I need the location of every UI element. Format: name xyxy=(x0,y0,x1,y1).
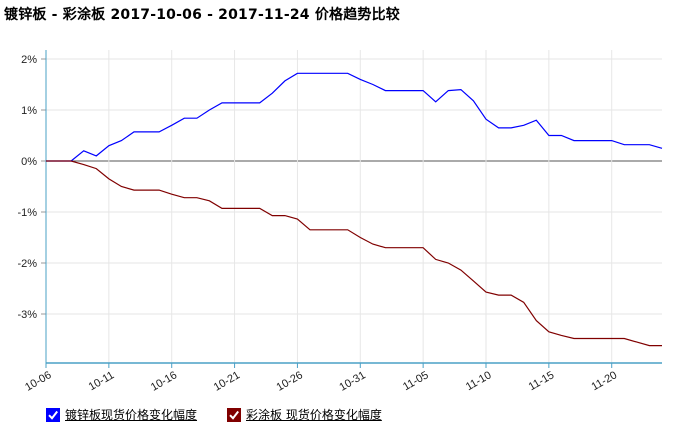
x-tick-label: 11-05 xyxy=(401,369,431,393)
x-tick-label: 10-06 xyxy=(23,369,53,393)
series-line-galvanized xyxy=(46,72,663,162)
y-tick-label: 1% xyxy=(21,105,37,117)
checkbox-icon[interactable] xyxy=(227,407,242,422)
legend-item-color-coated[interactable]: 彩涂板 现货价格变化幅度 xyxy=(227,406,382,423)
x-tick-label: 11-10 xyxy=(464,369,494,393)
y-tick-label: 2% xyxy=(21,54,37,66)
y-tick-label: -3% xyxy=(17,309,37,321)
line-chart: 2% 1% 0% -1% -2% -3% 10-06 10-11 10-16 10-21 10-26… xyxy=(17,50,663,394)
x-tick-label: 10-31 xyxy=(337,369,367,393)
chart-legend: 镀锌板现货价格变化幅度 彩涂板 现货价格变化幅度 xyxy=(46,406,382,423)
x-tick-label: 10-26 xyxy=(275,369,305,393)
series-line-color-coated xyxy=(46,160,662,347)
x-tick-label: 11-15 xyxy=(527,369,557,393)
legend-label: 彩涂板 现货价格变化幅度 xyxy=(246,408,382,422)
x-tick-label: 10-11 xyxy=(87,369,117,393)
x-tick-label: 10-16 xyxy=(149,369,179,393)
y-tick-label: 0% xyxy=(21,156,37,168)
title-suffix: 价格趋势比较 xyxy=(314,7,401,23)
chart-title: 镀锌板 - 彩涂板 2017-10-06 - 2017-11-24 价格趋势比较 xyxy=(4,4,400,24)
y-tick-label: -2% xyxy=(17,258,37,270)
legend-item-galvanized[interactable]: 镀锌板现货价格变化幅度 xyxy=(46,406,197,423)
checkbox-icon[interactable] xyxy=(46,407,60,422)
x-tick-label: 11-20 xyxy=(590,369,620,393)
x-tick-label: 10-21 xyxy=(212,369,242,393)
title-series-b: 彩涂板 xyxy=(62,7,106,23)
legend-label: 镀锌板现货价格变化幅度 xyxy=(65,408,198,422)
title-series-a: 镀锌板 xyxy=(4,7,47,23)
title-date-range: 2017-10-06 - 2017-11-24 xyxy=(105,7,315,23)
title-separator: - xyxy=(46,7,63,23)
y-tick-label: -1% xyxy=(17,207,37,219)
